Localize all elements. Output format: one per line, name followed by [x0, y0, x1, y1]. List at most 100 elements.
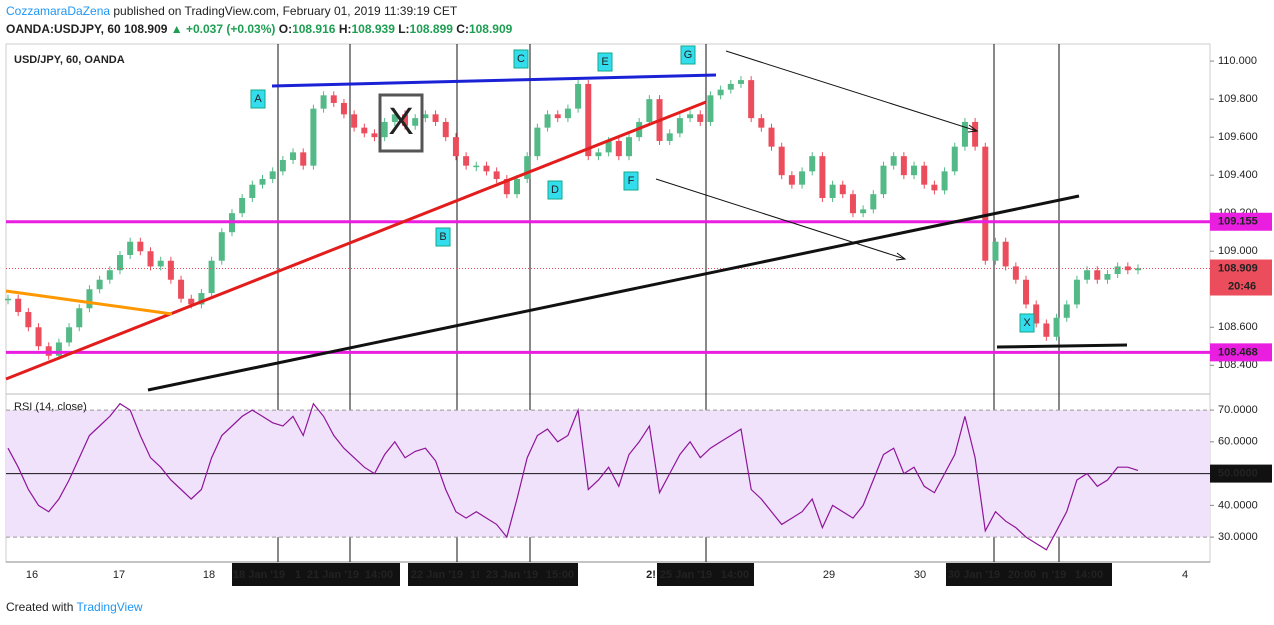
- candle: [758, 118, 765, 128]
- candle: [778, 146, 785, 176]
- candle: [524, 156, 531, 179]
- x-tick-label: 14:00: [721, 569, 749, 581]
- x-tick-label: 1!: [470, 569, 480, 581]
- l-value: 108.899: [409, 22, 453, 36]
- annotation-label: B: [439, 231, 446, 243]
- candle: [351, 114, 358, 128]
- candle: [870, 194, 877, 210]
- annotation-box: [547, 180, 563, 200]
- candle: [137, 241, 144, 252]
- last-price-label: 108.909: [1218, 262, 1258, 274]
- candle: [157, 260, 164, 267]
- candle: [900, 156, 907, 176]
- level-label: 109.155: [1218, 216, 1258, 228]
- candle: [391, 114, 398, 122]
- l-label: L:: [398, 22, 410, 36]
- created-with: Created with: [6, 600, 74, 614]
- symbol: OANDA:USDJPY, 60: [6, 22, 121, 36]
- candle: [1114, 266, 1121, 275]
- change: ▲ +0.037 (+0.03%): [170, 22, 276, 36]
- candle: [493, 171, 500, 179]
- candle: [890, 156, 897, 166]
- candle: [25, 312, 32, 328]
- y-tick-label: 40.0000: [1218, 499, 1258, 511]
- x-tick-label: 20:00: [1008, 569, 1036, 581]
- candle: [1094, 270, 1101, 280]
- candle: [249, 184, 256, 198]
- pane-title: RSI (14, close): [14, 401, 87, 413]
- candle: [198, 293, 205, 305]
- h-label: H:: [338, 22, 352, 36]
- y-tick-label: 109.000: [1218, 245, 1258, 257]
- tradingview-link[interactable]: TradingView: [76, 600, 143, 614]
- annotation-label: A: [254, 93, 262, 105]
- y-tick-label: 110.000: [1218, 55, 1257, 67]
- candle: [127, 241, 134, 256]
- arrow-line: [725, 50, 978, 132]
- candle: [381, 121, 388, 138]
- annotation-box: [597, 52, 613, 72]
- x-tick-label: 4: [1182, 569, 1188, 581]
- candle: [1073, 279, 1080, 305]
- candle: [371, 133, 378, 138]
- candle: [809, 156, 816, 172]
- trend-line: [147, 194, 1080, 392]
- y-tick-label: 70.0000: [1218, 404, 1258, 416]
- time-label-box: [946, 563, 1112, 586]
- x-tick-label: 16: [26, 569, 38, 581]
- candle: [330, 95, 337, 103]
- candle: [992, 241, 999, 261]
- y-tick-label: 108.600: [1218, 321, 1258, 333]
- candle: [605, 140, 612, 153]
- o-value: 108.916: [292, 22, 336, 36]
- annotation-label: G: [684, 49, 693, 61]
- chart: USD/JPY, 60, OANDA108.400108.600108.8001…: [5, 43, 1272, 586]
- candle: [839, 184, 846, 195]
- candle: [35, 327, 42, 347]
- x-tick-label: 15:00: [546, 569, 574, 581]
- price-pane: USD/JPY, 60, OANDA108.400108.600108.8001…: [5, 45, 1272, 371]
- candle: [911, 165, 918, 176]
- candle: [422, 114, 429, 119]
- annotation-label: F: [628, 175, 635, 187]
- candle: [1053, 317, 1060, 337]
- publish-info: published on TradingView.com, February 0…: [110, 4, 458, 18]
- y-tick-label: 108.400: [1218, 359, 1258, 371]
- candle: [737, 80, 744, 84]
- candle: [921, 165, 928, 185]
- candle: [615, 140, 622, 157]
- arrow-head: [895, 252, 907, 261]
- candle: [239, 197, 246, 214]
- candle: [514, 178, 521, 195]
- x-tick-label: 21 Jan '19: [307, 569, 359, 581]
- candle: [697, 114, 704, 122]
- annotation-label: C: [517, 53, 525, 65]
- annotation-box: [435, 227, 451, 247]
- annotation-box: [250, 89, 266, 109]
- level-badge: [1210, 212, 1272, 231]
- publisher[interactable]: CozzamaraDaZena: [6, 4, 111, 18]
- candle: [788, 175, 795, 185]
- symbol-line: OANDA:USDJPY, 60 108.909 ▲ +0.037 (+0.03…: [6, 22, 512, 36]
- support-line: [996, 343, 1128, 349]
- annotation-label: E: [601, 56, 608, 68]
- time-label-box: [408, 563, 578, 586]
- trend-line: [5, 289, 173, 316]
- x-box: [378, 93, 424, 153]
- candle: [412, 118, 419, 126]
- candle: [55, 342, 62, 356]
- candle: [106, 270, 113, 280]
- candle: [951, 146, 958, 172]
- candle: [717, 89, 724, 96]
- time-axis: 16 17 18 18 Jan '19 1 21 Jan '19 14:00 22 Jan '…: [26, 563, 1188, 586]
- time-label-box: [232, 563, 400, 586]
- candle: [941, 171, 948, 191]
- candle: [76, 308, 83, 328]
- candle: [1012, 266, 1019, 280]
- x-tick-label: 25 Jan '19: [660, 569, 712, 581]
- annotation-box: [623, 171, 639, 191]
- candle: [554, 114, 561, 119]
- annotation-label: D: [551, 184, 559, 196]
- c-label: C:: [456, 22, 469, 36]
- candle: [167, 260, 174, 280]
